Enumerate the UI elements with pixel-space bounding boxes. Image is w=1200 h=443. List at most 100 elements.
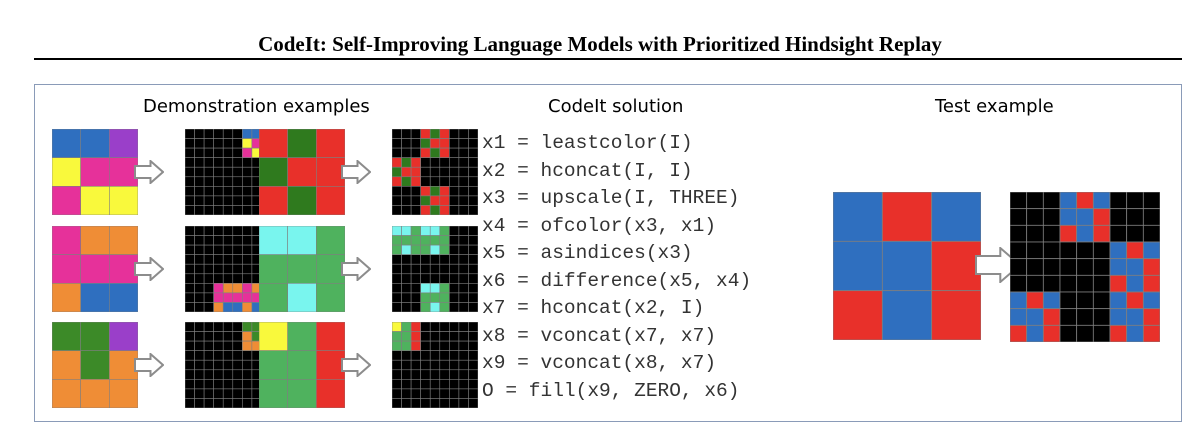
demo-3-input-grid-cell xyxy=(80,226,110,255)
demo-2-output-grid-cell xyxy=(401,157,412,168)
demo-5-output-grid-cell xyxy=(194,350,205,361)
code-line-8: x8 = vconcat(x7, x7) xyxy=(482,324,717,347)
demo-3-output-grid-cell xyxy=(203,226,214,236)
demo-3-output-grid-cell xyxy=(213,302,224,312)
demo-6-output-grid-cell xyxy=(429,379,441,390)
test-output-grid-cell xyxy=(1042,324,1061,342)
demo-1-input-grid-cell xyxy=(109,129,138,158)
demo-6-output-grid-cell xyxy=(458,322,469,332)
demo-1-output-grid-cell xyxy=(222,176,234,187)
demo-6-output-grid-cell xyxy=(439,398,450,408)
demo-2-output-grid-cell xyxy=(392,205,402,215)
demo-1-output-grid-cell xyxy=(242,157,253,168)
codeit-solution-label: CodeIt solution xyxy=(548,96,684,117)
demo-2-output-grid-cell xyxy=(401,186,412,197)
test-output-grid-cell xyxy=(1092,274,1111,293)
demo-3-input-grid-cell xyxy=(109,226,138,255)
demo-5-output-grid-cell xyxy=(242,322,253,332)
demo-1-input-grid-cell xyxy=(52,129,81,158)
demo-4-output-grid-cell xyxy=(449,302,460,312)
demo-6-output-grid-cell xyxy=(449,388,460,399)
test-output-grid-cell xyxy=(1026,291,1044,310)
demo-2-output-grid-cell xyxy=(449,147,460,158)
demo-6-output-grid-cell xyxy=(429,388,441,399)
demo-3-output-grid-cell xyxy=(213,254,224,265)
test-output-grid-cell xyxy=(1109,241,1128,260)
demo-3-output-grid-cell xyxy=(194,244,205,255)
demo-2-output-grid-cell xyxy=(401,205,412,215)
demo-3-output-grid-cell xyxy=(232,244,243,255)
demo-6-output-grid-cell xyxy=(458,331,469,342)
test-output-grid-cell xyxy=(1042,208,1061,226)
demo-6-output-grid-cell xyxy=(392,340,402,351)
demo-5-output-grid-cell xyxy=(203,331,214,342)
demo-4-output-grid-cell xyxy=(420,254,431,265)
demo-6-output-grid-cell xyxy=(468,340,478,351)
demo-3-output-grid-cell xyxy=(213,292,224,303)
demo-4-output-grid-cell xyxy=(410,302,421,312)
demo-6-output-grid-cell xyxy=(468,398,478,408)
demo-4-output-grid-cell xyxy=(429,273,441,284)
demo-6-input-grid-cell xyxy=(259,322,288,351)
demo-5-output-grid-cell xyxy=(222,340,234,351)
demo-2-output-grid-cell xyxy=(420,176,431,187)
demo-6-output-grid-cell xyxy=(439,331,450,342)
demo-4-output-grid-cell xyxy=(401,283,412,294)
demo-2-output-grid-cell xyxy=(458,186,469,197)
demo-2-output-grid-cell xyxy=(439,186,450,197)
demo-3-output-grid-cell xyxy=(185,292,195,303)
demo-4-output-grid-cell xyxy=(392,273,402,284)
demo-6-output-grid-cell xyxy=(458,350,469,361)
demo-4-output-grid-cell xyxy=(468,302,478,312)
demo-6-output-grid-cell xyxy=(420,322,431,332)
demo-4-output-grid-cell xyxy=(392,302,402,312)
demo-4-output-grid-cell xyxy=(458,283,469,294)
demo-4-output-grid-cell xyxy=(439,235,450,246)
demo-6-output-grid-cell xyxy=(420,379,431,390)
test-input-grid-cell xyxy=(881,192,933,242)
demo-4-output-grid-cell xyxy=(420,244,431,255)
test-output-grid-cell xyxy=(1026,208,1044,226)
demo-5-output-grid-cell xyxy=(242,398,253,408)
demo-2-output-grid-cell xyxy=(439,205,450,215)
demo-2-input-grid-cell xyxy=(287,157,317,187)
demo-5-output-grid-cell xyxy=(185,340,195,351)
demo-5-output-grid-cell xyxy=(185,379,195,390)
demo-5-output-grid-cell xyxy=(213,369,224,380)
demo-3-output-grid-cell xyxy=(203,254,214,265)
demo-5-output-grid-cell xyxy=(194,322,205,332)
demo-3-output-grid-cell xyxy=(203,244,214,255)
demo-3-output-grid-cell xyxy=(242,235,253,246)
test-output-grid-cell xyxy=(1076,291,1094,310)
demo-5-output-grid-cell xyxy=(194,359,205,371)
demo-5-output-grid-cell xyxy=(232,359,243,371)
demo-3-output-grid-cell xyxy=(185,254,195,265)
code-line-4: x4 = ofcolor(x3, x1) xyxy=(482,214,717,237)
demo-5-output-grid-cell xyxy=(222,350,234,361)
demo-6-input-grid-cell xyxy=(259,350,288,380)
demo-3-input-grid-cell xyxy=(52,254,81,284)
test-output-grid-cell xyxy=(1092,224,1111,243)
demo-1-input-grid-cell xyxy=(80,157,110,187)
demo-4-output-grid-cell xyxy=(439,263,450,275)
demo-5-output-grid-cell xyxy=(194,388,205,399)
demo-4-output-grid-cell xyxy=(420,235,431,246)
demo-6-input-grid-cell xyxy=(287,322,317,351)
test-output-grid-cell xyxy=(1042,192,1061,210)
demo-3-output-grid-cell xyxy=(232,254,243,265)
demo-4-output-grid-cell xyxy=(429,292,441,303)
demo-5-output-grid-cell xyxy=(185,398,195,408)
test-output-grid-cell xyxy=(1059,224,1078,243)
demo-6-output-grid-cell xyxy=(420,340,431,351)
demo-5-output-grid-cell xyxy=(203,379,214,390)
demo-2-output-grid-cell xyxy=(468,147,478,158)
code-line-3: x3 = upscale(I, THREE) xyxy=(482,187,740,209)
demo-1-output-grid-cell xyxy=(232,129,243,139)
demo-4-output-grid-cell xyxy=(458,273,469,284)
demo-3-output-grid-cell xyxy=(222,254,234,265)
demo-4-output-grid-cell xyxy=(410,226,421,236)
demo-3-output-grid-cell xyxy=(203,235,214,246)
demo-4-output-grid-cell xyxy=(429,226,441,236)
demo-2-output-grid-cell xyxy=(458,147,469,158)
test-output-grid-cell xyxy=(1142,291,1160,310)
